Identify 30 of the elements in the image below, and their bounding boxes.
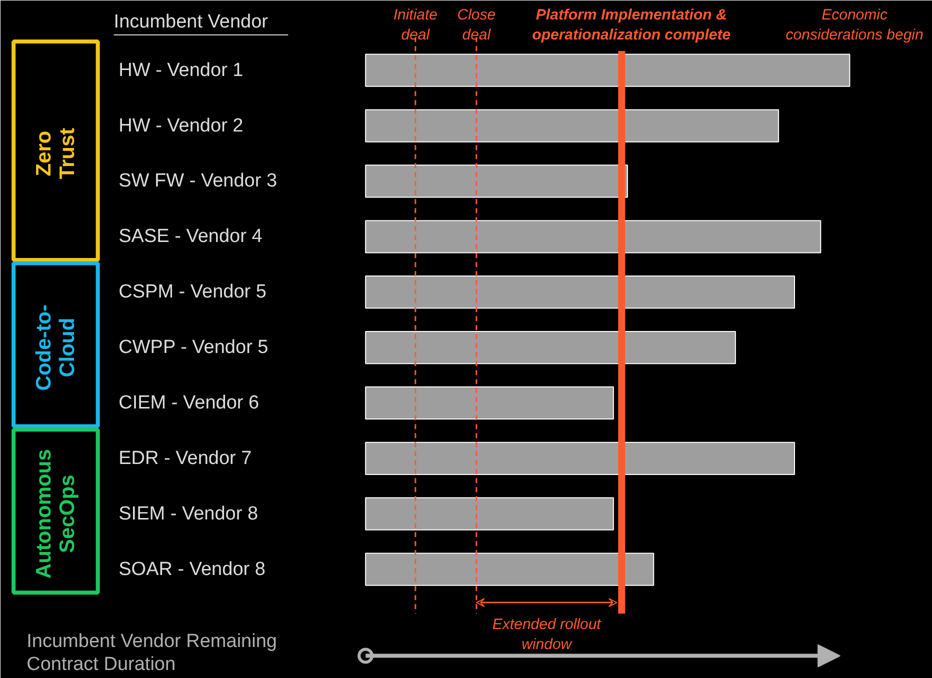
bar bbox=[365, 54, 850, 87]
text: Autonomous SecOps bbox=[32, 449, 79, 579]
y-tick-label: SW FW - Vendor 3 bbox=[118, 170, 278, 192]
ref-line-label: Initiate deal bbox=[393, 6, 438, 44]
bar bbox=[365, 552, 654, 586]
y-tick-label: HW - Vendor 1 bbox=[118, 60, 244, 81]
bar bbox=[365, 276, 796, 309]
bar bbox=[365, 164, 628, 198]
y-tick-label: EDR - Vendor 7 bbox=[118, 448, 252, 469]
annotation: Economic considerations begin bbox=[786, 6, 924, 44]
y-tick-label: SASE - Vendor 4 bbox=[118, 226, 263, 248]
ref-line-label: Platform Implementation & operationalization complete bbox=[532, 6, 731, 44]
bar bbox=[365, 220, 822, 254]
y-axis-title: Incumbent Vendor bbox=[114, 12, 269, 33]
text: Extended rollout window bbox=[492, 616, 602, 654]
bar bbox=[365, 442, 796, 475]
bar bbox=[365, 386, 614, 420]
y-tick-label: HW - Vendor 2 bbox=[118, 115, 244, 136]
y-tick-label: CSPM - Vendor 5 bbox=[118, 282, 266, 303]
y-tick-label: CWPP - Vendor 5 bbox=[118, 337, 268, 358]
ref-line-label: Close deal bbox=[457, 6, 496, 44]
bar bbox=[365, 497, 614, 530]
y-tick-label: CIEM - Vendor 6 bbox=[118, 392, 260, 414]
text: Code-to- Cloud bbox=[32, 304, 79, 391]
text: Zero Trust bbox=[32, 128, 79, 180]
x-axis-title: Incumbent Vendor Remaining Contract Duration bbox=[26, 630, 277, 676]
bar bbox=[365, 109, 780, 142]
bar bbox=[365, 330, 736, 364]
y-tick-label: SOAR - Vendor 8 bbox=[118, 558, 266, 580]
y-tick-label: SIEM - Vendor 8 bbox=[118, 503, 258, 524]
